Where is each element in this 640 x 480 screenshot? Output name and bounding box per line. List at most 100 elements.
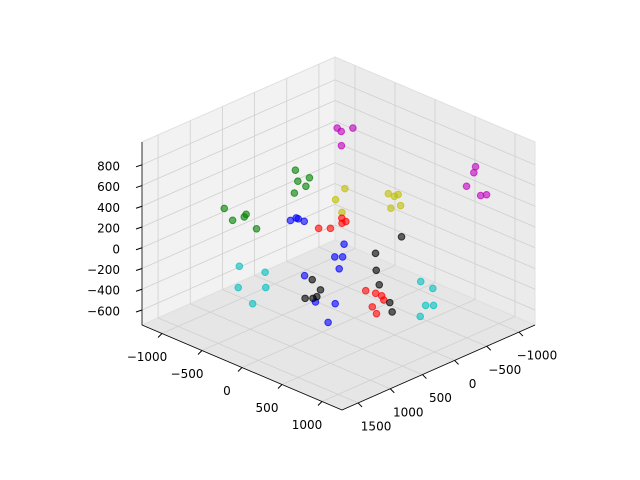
point xyxy=(261,283,270,292)
point xyxy=(342,217,350,226)
y-tick-label: 1500 xyxy=(361,419,392,433)
grid-line xyxy=(141,141,336,228)
grid-line xyxy=(334,224,536,311)
point xyxy=(470,168,478,177)
point xyxy=(375,280,384,289)
point xyxy=(394,190,402,199)
grid-line xyxy=(141,100,336,186)
z-tick xyxy=(135,268,143,271)
grid-line xyxy=(201,265,396,351)
grid-line xyxy=(334,183,536,269)
x-tick-label: 500 xyxy=(256,401,279,415)
point xyxy=(372,266,381,275)
point xyxy=(371,249,380,258)
grid-line xyxy=(254,275,455,361)
y-tick xyxy=(357,402,363,408)
point xyxy=(337,127,346,136)
point xyxy=(337,141,346,150)
grid-line xyxy=(157,317,359,404)
y-tick xyxy=(486,345,492,351)
grid-line xyxy=(190,303,391,390)
grid-line xyxy=(141,183,336,269)
y-tick-label: 1000 xyxy=(393,405,424,419)
point xyxy=(305,174,314,182)
point xyxy=(416,277,425,286)
point xyxy=(294,177,302,185)
point xyxy=(252,225,261,233)
x-tick xyxy=(197,350,203,355)
z-tick-label: 600 xyxy=(97,180,120,194)
y-tick xyxy=(422,374,427,379)
y-tick xyxy=(389,388,395,394)
point xyxy=(261,268,269,277)
y-tick-label: 500 xyxy=(429,391,452,405)
grid-line xyxy=(141,79,336,166)
point xyxy=(326,224,335,233)
point xyxy=(308,275,317,284)
grid-line xyxy=(141,162,336,249)
z-tick xyxy=(135,226,143,230)
z-tick xyxy=(135,288,143,292)
grid-line xyxy=(321,316,516,402)
z-tick xyxy=(135,205,143,209)
point xyxy=(386,298,394,307)
y-tick-label: −1000 xyxy=(517,349,558,363)
x-tick xyxy=(277,384,283,389)
x-tick-label: −500 xyxy=(171,367,204,381)
point xyxy=(397,233,406,241)
point xyxy=(313,292,321,301)
point xyxy=(421,301,430,310)
point xyxy=(316,286,325,294)
z-tick xyxy=(135,309,143,313)
y-tick-label: −500 xyxy=(488,363,521,377)
point xyxy=(361,286,370,295)
point xyxy=(429,284,437,293)
x-tick-label: −1000 xyxy=(127,350,168,364)
grid-line xyxy=(334,141,536,228)
y-axis-line xyxy=(341,324,536,411)
z-tick xyxy=(135,247,143,251)
point xyxy=(300,271,309,280)
point xyxy=(416,312,425,321)
point xyxy=(462,182,471,191)
point xyxy=(349,124,357,132)
point xyxy=(429,301,438,310)
y-tick xyxy=(454,360,459,365)
point xyxy=(387,204,395,212)
point xyxy=(372,309,381,318)
x-tick xyxy=(157,333,163,338)
grid-line xyxy=(334,203,536,290)
point xyxy=(324,318,332,327)
point xyxy=(335,265,344,273)
grid-line xyxy=(141,120,336,207)
grid-line xyxy=(334,100,536,186)
point xyxy=(341,184,349,193)
point xyxy=(291,166,300,174)
z-tick-label: 200 xyxy=(97,222,120,236)
grid-line xyxy=(281,299,476,385)
point xyxy=(248,299,257,308)
point xyxy=(482,190,491,199)
x-tick-label: 0 xyxy=(223,384,231,398)
point xyxy=(240,213,249,221)
grid-line xyxy=(334,120,536,207)
point xyxy=(331,195,340,204)
point xyxy=(388,308,396,316)
z-tick-label: −400 xyxy=(87,284,120,298)
z-tick-label: −600 xyxy=(87,304,120,318)
point xyxy=(340,240,348,248)
point xyxy=(330,253,339,261)
point xyxy=(396,201,405,210)
grid-line xyxy=(241,282,436,368)
point xyxy=(301,294,309,303)
point xyxy=(235,262,244,271)
z-tick xyxy=(135,185,143,189)
point xyxy=(368,303,377,311)
z-tick-label: 800 xyxy=(97,159,120,173)
z-tick-label: 0 xyxy=(112,242,120,256)
x-axis-line xyxy=(141,324,343,411)
z-tick-label: −200 xyxy=(87,263,120,277)
point xyxy=(220,204,229,213)
z-tick xyxy=(135,164,143,168)
